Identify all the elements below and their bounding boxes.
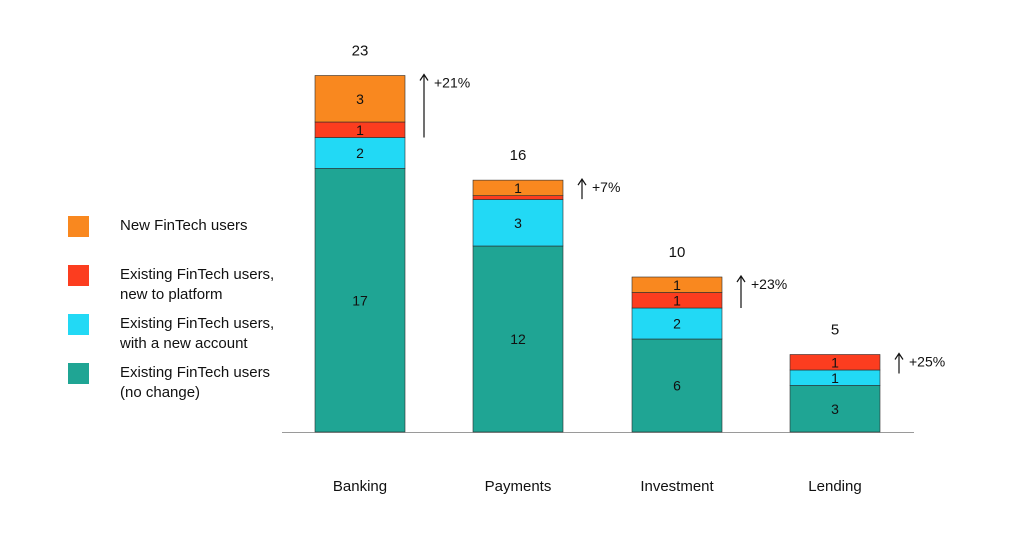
segment-label: 1 (356, 122, 364, 138)
bar-segment (472, 179, 564, 196)
legend-label: Existing FinTech users, with a new accou… (120, 315, 275, 352)
segment-label: 1 (673, 277, 681, 293)
bar-segment (631, 338, 723, 433)
growth-label: +23% (751, 276, 787, 292)
legend-swatch (68, 363, 89, 384)
segment-label: 6 (673, 378, 681, 394)
segment-label: 12 (510, 331, 526, 347)
legend-label: New FinTech users (120, 217, 248, 234)
legend-label: Existing FinTech users, new to platform (120, 266, 275, 303)
bar-total-label: 16 (510, 147, 527, 164)
bar-segment (631, 307, 723, 340)
segment-label: 1 (514, 180, 522, 196)
legend-label: Existing FinTech users (no change) (120, 364, 271, 401)
growth-label: +21% (434, 75, 470, 91)
bar-total-label: 10 (669, 244, 686, 261)
growth-arrow-head (419, 73, 429, 81)
category-label: Banking (333, 478, 387, 495)
category-label: Payments (485, 478, 552, 495)
bar-segment (789, 354, 881, 371)
growth-arrow-head (577, 178, 587, 186)
legend-swatch (68, 314, 89, 335)
segment-label: 3 (831, 401, 839, 417)
segment-label: 2 (673, 316, 681, 332)
segment-label: 17 (352, 292, 368, 308)
bar-segment (314, 168, 406, 433)
segment-label: 1 (831, 370, 839, 386)
bar-segment (789, 385, 881, 433)
growth-arrow-head (894, 352, 904, 360)
segment-label: 1 (831, 354, 839, 370)
segment-label: 3 (356, 91, 364, 107)
category-label: Investment (640, 478, 714, 495)
category-label: Lending (808, 478, 861, 495)
bar-total-label: 5 (831, 322, 839, 339)
segment-label: 2 (356, 145, 364, 161)
growth-arrow-head (736, 274, 746, 283)
segment-label: 1 (673, 292, 681, 308)
bar-segment (472, 195, 564, 200)
segment-label: 3 (514, 215, 522, 231)
growth-label: +25% (909, 354, 945, 370)
bar-segment (631, 276, 723, 293)
growth-label: +7% (592, 179, 620, 195)
legend-swatch (68, 265, 89, 286)
bar-segment (314, 137, 406, 169)
legend-swatch (68, 216, 89, 237)
bar-segment (314, 75, 406, 123)
bar-total-label: 23 (352, 43, 369, 60)
